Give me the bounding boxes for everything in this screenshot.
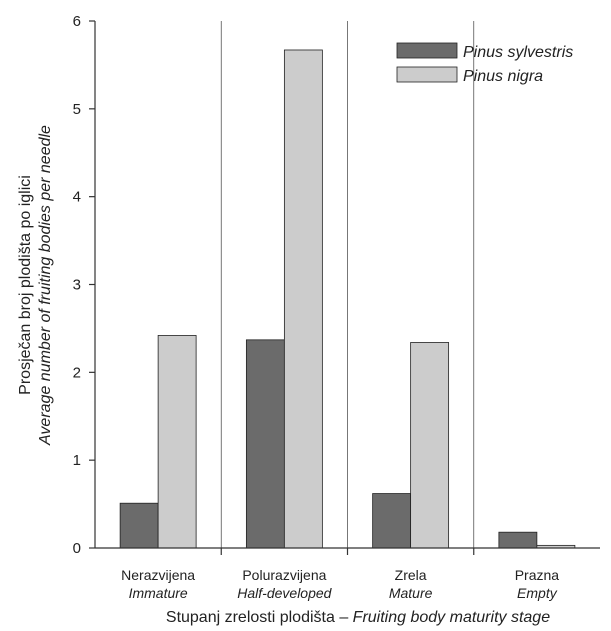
y-tick-label: 5 bbox=[73, 101, 81, 118]
y-tick-label: 3 bbox=[73, 277, 81, 294]
x-category-label: Nerazvijena bbox=[121, 567, 195, 583]
legend-label: Pinus sylvestris bbox=[463, 44, 573, 61]
y-tick-label: 6 bbox=[73, 13, 81, 30]
bar bbox=[283, 49, 323, 549]
bar bbox=[245, 339, 285, 549]
y-axis-title: Prosječan broj plodišta po iglici bbox=[17, 175, 34, 395]
legend-swatch bbox=[396, 66, 458, 83]
x-category-label-en: Half-developed bbox=[237, 585, 332, 601]
bar bbox=[372, 493, 412, 549]
bar bbox=[157, 335, 197, 549]
y-axis-title-en: Average number of fruiting bodies per ne… bbox=[37, 125, 54, 446]
legend-swatch bbox=[396, 42, 458, 59]
x-axis-title-hr: Stupanj zrelosti plodišta – bbox=[166, 609, 353, 626]
bar bbox=[119, 502, 159, 549]
y-tick-label: 4 bbox=[73, 189, 81, 206]
x-axis-title-en: Fruiting body maturity stage bbox=[353, 609, 551, 626]
y-ticks: 0 1 2 3 4 5 6 bbox=[73, 13, 95, 557]
bar bbox=[498, 531, 538, 549]
x-category-label-en: Immature bbox=[129, 585, 188, 601]
grid-lines bbox=[220, 21, 475, 548]
y-tick-label: 2 bbox=[73, 364, 81, 381]
x-category-label-en: Mature bbox=[389, 585, 433, 601]
x-category-labels: Nerazvijena Immature Polurazvijena Half-dev… bbox=[121, 548, 559, 601]
y-tick-label: 0 bbox=[73, 540, 81, 557]
bars bbox=[119, 49, 576, 549]
x-category-label: Polurazvijena bbox=[242, 567, 326, 583]
x-category-label: Prazna bbox=[515, 567, 560, 583]
y-tick-label: 1 bbox=[73, 452, 81, 469]
legend: Pinus sylvestris Pinus nigra bbox=[396, 42, 573, 85]
bar bbox=[410, 342, 450, 549]
x-category-label-en: Empty bbox=[517, 585, 558, 601]
x-category-label: Zrela bbox=[395, 567, 427, 583]
x-axis-title: Stupanj zrelosti plodišta – Fruiting bod… bbox=[166, 609, 550, 626]
legend-label: Pinus nigra bbox=[463, 68, 543, 85]
